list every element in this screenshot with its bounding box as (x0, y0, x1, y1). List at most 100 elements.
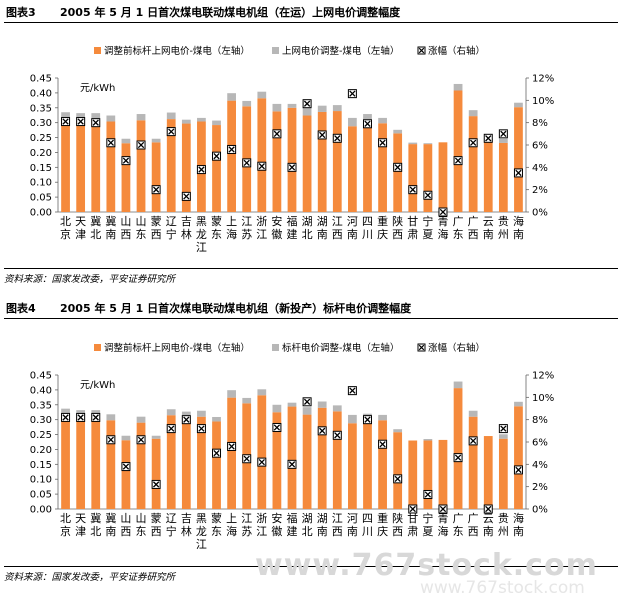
bar-base (378, 123, 387, 212)
bar-adjustment (151, 435, 161, 439)
increase-marker (438, 504, 448, 514)
legend-entry-1: 标杆电价调整-煤电（左轴） (282, 342, 399, 354)
bar-adjustment (514, 102, 523, 108)
category-label: 蒙西 (151, 512, 162, 538)
left-tick-label: 0.45 (30, 74, 52, 85)
increase-marker (106, 435, 116, 445)
bar-base (287, 107, 297, 212)
bar-base (212, 125, 221, 212)
bar-base (106, 420, 116, 509)
bar-adjustment (393, 429, 403, 433)
left-tick-label: 0.10 (30, 475, 52, 486)
increase-marker (378, 439, 388, 449)
chart2-fig-label: 图表4 (6, 302, 36, 315)
bar-adjustment (498, 434, 508, 439)
bar-base (181, 123, 191, 212)
category-label: 江苏 (241, 512, 252, 538)
right-tick-label: 12% (532, 74, 554, 85)
bar-adjustment (181, 411, 191, 418)
bar-adjustment (363, 114, 372, 121)
watermark: www.767stock.com (255, 548, 598, 583)
category-label: 甘肃 (407, 215, 418, 241)
legend-entry-0: 调整前标杆上网电价-煤电（左轴） (104, 45, 250, 57)
category-label: 蒙西 (151, 215, 162, 241)
increase-marker (257, 457, 267, 467)
category-label: 陕西 (392, 511, 403, 538)
bar-adjustment (348, 117, 357, 127)
increase-marker (136, 435, 146, 445)
bar-adjustment (272, 103, 282, 112)
bar-base (514, 406, 523, 509)
bar-adjustment (514, 401, 523, 407)
chart1-fig-label: 图表3 (6, 6, 36, 19)
category-label: 江苏 (241, 215, 252, 241)
category-label: 山东 (136, 512, 147, 538)
category-label: 冀北 (90, 511, 101, 538)
right-tick-label: 0% (532, 208, 548, 219)
legend-swatch-0 (94, 344, 101, 351)
bar-adjustment (287, 402, 297, 407)
bar-base (227, 397, 236, 509)
bar-adjustment (197, 117, 206, 122)
category-label: 天津 (75, 512, 86, 538)
bar-base (408, 144, 418, 212)
increase-marker (151, 479, 161, 489)
bar-base (423, 440, 433, 509)
category-label: 四川 (362, 512, 373, 538)
category-label: 辽宁 (166, 512, 177, 538)
category-label: 浙江 (256, 512, 267, 538)
left-tick-label: 0.25 (30, 133, 52, 144)
left-tick-label: 0.15 (30, 163, 52, 174)
bar-adjustment (166, 409, 176, 416)
increase-marker (287, 162, 297, 172)
bar-adjustment (257, 389, 267, 396)
increase-marker (136, 140, 146, 150)
bar-base (136, 120, 146, 212)
increase-marker (332, 430, 342, 440)
increase-marker (121, 156, 131, 166)
legend-marker (417, 343, 426, 352)
bar-base (121, 440, 131, 509)
bar-adjustment (106, 414, 116, 421)
bar-adjustment (212, 120, 221, 126)
category-label: 河南 (347, 512, 358, 538)
right-tick-label: 12% (532, 371, 554, 382)
category-label: 蒙东 (211, 215, 222, 241)
bar-base (151, 142, 161, 212)
increase-marker (76, 412, 86, 422)
bar-base (348, 423, 357, 509)
bar-base (514, 107, 523, 212)
legend-swatch-1 (272, 344, 279, 351)
bar-base (468, 416, 478, 509)
bar-adjustment (121, 138, 131, 144)
increase-marker (347, 386, 357, 396)
increase-marker (408, 504, 418, 514)
bar-adjustment (151, 138, 161, 143)
left-tick-label: 0.20 (30, 445, 52, 456)
category-label: 青海 (437, 215, 448, 241)
increase-marker (227, 144, 237, 154)
category-label: 湖北 (302, 215, 313, 241)
category-label: 浙江 (256, 215, 267, 241)
bar-base (453, 90, 463, 212)
category-label: 广东 (453, 512, 464, 538)
bar-adjustment (317, 401, 327, 408)
increase-marker (181, 191, 191, 201)
bar-base (483, 141, 493, 212)
bar-adjustment (136, 114, 146, 121)
chart1-title: 2005 年 5 月 1 日首次煤电联动煤电机组（在运）上网电价调整幅度 (60, 6, 401, 19)
bar-adjustment (378, 117, 387, 124)
right-tick-label: 4% (532, 460, 548, 471)
category-label: 广东 (453, 215, 464, 241)
bar-base (468, 116, 478, 212)
increase-marker (408, 185, 418, 195)
category-label: 江西 (332, 512, 343, 538)
watermark-faint: www.767stock.com (420, 578, 585, 598)
right-tick-label: 10% (532, 96, 554, 107)
bar-adjustment (348, 414, 357, 424)
increase-marker (272, 129, 282, 139)
category-label: 广西 (468, 215, 479, 241)
category-label: 黑龙江 (196, 215, 207, 254)
increase-marker (332, 133, 342, 143)
bar-base (498, 142, 508, 212)
